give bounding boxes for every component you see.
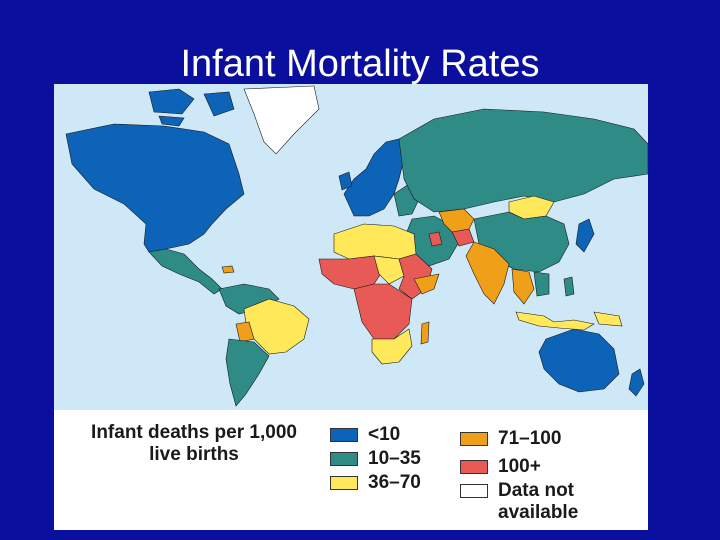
region-southeast-asia: [511, 268, 535, 305]
legend-label-na: Data not available: [498, 480, 579, 523]
region-arctic-islands: [148, 88, 235, 127]
legend-swatch-na: [460, 484, 488, 498]
region-central-asia: [438, 208, 475, 233]
region-japan: [575, 218, 595, 253]
region-indonesia: [515, 311, 595, 331]
region-central-africa: [353, 283, 413, 340]
legend-title-line1: Infant deaths per 1,000: [91, 422, 297, 443]
legend-label-71-100: 71–100: [498, 428, 562, 449]
region-horn-of-africa: [413, 273, 440, 295]
legend-label-100-plus: 100+: [498, 456, 541, 477]
region-madagascar: [420, 321, 430, 345]
region-new-zealand: [628, 368, 645, 397]
region-greenland: [243, 85, 320, 155]
legend-label-36-70: 36–70: [368, 472, 421, 493]
slide-title: Infant Mortality Rates: [180, 43, 540, 85]
region-southern-africa: [371, 328, 413, 365]
region-uk: [338, 171, 353, 191]
legend-label-under-10: <10: [368, 424, 401, 445]
legend-swatch-under-10: [330, 428, 358, 442]
region-caribbean: [221, 265, 235, 274]
region-bolivia: [235, 321, 255, 343]
region-philippines: [563, 276, 575, 297]
legend-swatch-36-70: [330, 476, 358, 490]
region-russia: [398, 108, 648, 213]
legend-swatch-71-100: [460, 432, 488, 446]
region-north-america: [65, 123, 245, 253]
legend-swatch-100-plus: [460, 460, 488, 474]
region-sahel: [373, 255, 405, 285]
region-iraq: [428, 231, 443, 247]
legend-label-10-35: 10–35: [368, 448, 421, 469]
legend-swatch-10-35: [330, 452, 358, 466]
map-frame: Infant deaths per 1,000 live births <10 …: [54, 84, 648, 530]
world-map: [54, 84, 648, 410]
map-legend: Infant deaths per 1,000 live births <10 …: [54, 410, 648, 530]
legend-title-line2: live births: [149, 444, 239, 465]
region-south-america-south: [225, 338, 270, 407]
region-indochina: [533, 271, 550, 297]
region-india: [465, 241, 510, 305]
region-papua: [593, 311, 623, 327]
region-australia: [538, 328, 620, 393]
legend-title: Infant deaths per 1,000 live births: [64, 422, 324, 466]
